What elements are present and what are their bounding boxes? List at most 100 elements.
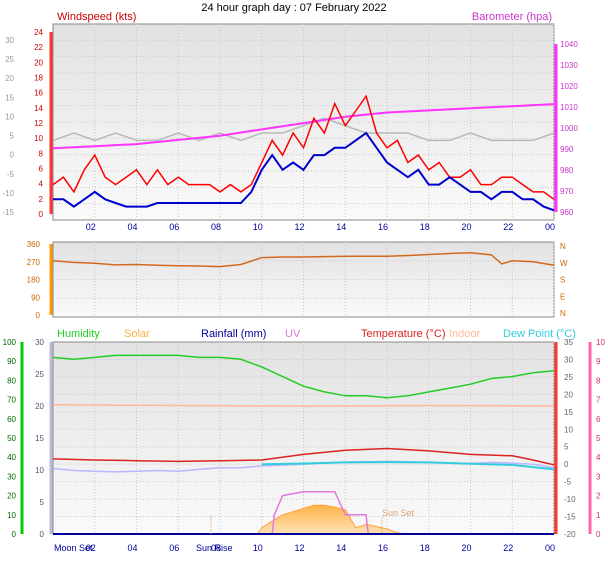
series-line-uv bbox=[53, 491, 554, 535]
x-tick-label: 04 bbox=[127, 543, 137, 553]
uv-axis-tick-label: 10 bbox=[596, 338, 605, 347]
temperature-right-axis-tick-label: 35 bbox=[564, 338, 573, 347]
wind-outer-axis-tick-label: -10 bbox=[2, 189, 14, 198]
wind-x-axis: 02 04 06 08 10 12 14 16 18 20 22 00 bbox=[86, 222, 555, 232]
wind-left-axis-tick-label: 6 bbox=[39, 165, 44, 174]
series-line-temperature bbox=[52, 447, 555, 466]
uv-axis-tick-label: 5 bbox=[596, 434, 601, 443]
temperature-left-axis-tick-label: 20 bbox=[35, 402, 44, 411]
direction-left-axis-tick-label: 270 bbox=[27, 258, 41, 267]
wind-grid bbox=[53, 24, 555, 220]
x-tick-label: 14 bbox=[336, 222, 346, 232]
x-tick-label: 22 bbox=[503, 543, 513, 553]
x-tick-label: 08 bbox=[211, 543, 221, 553]
direction-left-axis-tick-label: 360 bbox=[27, 240, 41, 249]
legend-entry: Temperature (°C) bbox=[361, 328, 445, 340]
wind-left-axis-tick-label: 20 bbox=[34, 58, 43, 67]
temperature-right-axis-tick-label: -10 bbox=[564, 495, 576, 504]
legend-entry: Indoor bbox=[449, 328, 481, 340]
wind-left-axis-tick-label: 24 bbox=[34, 28, 43, 37]
temperature-right-axis: 35 30 25 20 15 10 5 0 -5 -10 -15 -20 bbox=[554, 338, 576, 539]
x-tick-label: 06 bbox=[169, 543, 179, 553]
uv-axis-tick-label: 7 bbox=[596, 396, 601, 405]
temperature-left-axis-tick-label: 5 bbox=[40, 498, 45, 507]
wind-outer-axis-tick-label: 5 bbox=[10, 132, 15, 141]
x-tick-label: 12 bbox=[294, 222, 304, 232]
direction-right-axis-tick-label: S bbox=[560, 276, 565, 285]
wind-right-axis: 1040 1030 1020 1010 1000 990 980 970 960 bbox=[554, 40, 578, 217]
wind-outer-axis: 30 25 20 15 10 5 0 -5 -10 -15 bbox=[2, 36, 14, 217]
x-tick-label: 16 bbox=[378, 543, 388, 553]
series-line-indoor bbox=[52, 404, 555, 407]
direction-left-axis-tick-label: 180 bbox=[27, 276, 41, 285]
temperature-legend: Humidity Solar Rainfall (mm) UV Temperature … bbox=[57, 328, 576, 340]
wind-outer-axis-tick-label: -15 bbox=[2, 208, 14, 217]
direction-right-axis-tick-label: N bbox=[560, 242, 566, 251]
temperature-panel: Humidity Solar Rainfall (mm) UV Temperature … bbox=[3, 328, 606, 553]
temperature-left-axis-tick-label: 15 bbox=[35, 434, 44, 443]
temperature-right-axis-tick-label: 10 bbox=[564, 425, 573, 434]
humidity-axis-tick-label: 0 bbox=[12, 530, 17, 539]
temperature-right-axis-tick-label: 30 bbox=[564, 355, 573, 364]
x-tick-label: 20 bbox=[461, 543, 471, 553]
uv-axis-tick-label: 3 bbox=[596, 472, 601, 481]
humidity-axis-tick-label: 100 bbox=[3, 338, 17, 347]
x-tick-label: 06 bbox=[169, 222, 179, 232]
wind-outer-axis-tick-label: 10 bbox=[5, 112, 14, 121]
wind-outer-axis-tick-label: 30 bbox=[5, 36, 14, 45]
wind-left-axis-tick-label: 10 bbox=[34, 134, 43, 143]
wind-right-axis-tick-label: 960 bbox=[560, 208, 574, 217]
series-line-dewpoint bbox=[261, 461, 555, 471]
humidity-axis-tick-label: 10 bbox=[7, 511, 16, 520]
humidity-axis-tick-label: 80 bbox=[7, 376, 16, 385]
wind-right-axis-tick-label: 1040 bbox=[560, 40, 578, 49]
wind-right-axis-tick-label: 1010 bbox=[560, 103, 578, 112]
x-tick-label: 00 bbox=[545, 222, 555, 232]
humidity-axis-tick-label: 40 bbox=[7, 453, 16, 462]
wind-left-axis-tick-label: 14 bbox=[34, 104, 43, 113]
wind-series bbox=[52, 94, 555, 212]
wind-outer-axis-tick-label: 25 bbox=[5, 55, 14, 64]
temperature-right-axis-tick-label: -15 bbox=[564, 513, 576, 522]
x-tick-label: 22 bbox=[503, 222, 513, 232]
temperature-right-axis-tick-label: 15 bbox=[564, 408, 573, 417]
temperature-series bbox=[52, 354, 555, 535]
uv-axis-tick-label: 2 bbox=[596, 492, 601, 501]
humidity-axis-tick-label: 70 bbox=[7, 396, 16, 405]
wind-outer-axis-tick-label: -5 bbox=[7, 170, 15, 179]
x-tick-label: 00 bbox=[545, 543, 555, 553]
temperature-right-axis-tick-label: 5 bbox=[564, 443, 569, 452]
temperature-left-axis-tick-label: 0 bbox=[40, 530, 45, 539]
direction-left-axis-tick-label: 0 bbox=[36, 311, 41, 320]
x-tick-label: 20 bbox=[461, 222, 471, 232]
wind-left-axis-tick-label: 12 bbox=[34, 119, 43, 128]
temperature-grid bbox=[53, 342, 555, 534]
x-tick-label: 18 bbox=[420, 222, 430, 232]
wind-right-axis-tick-label: 1030 bbox=[560, 61, 578, 70]
x-tick-label: 18 bbox=[420, 543, 430, 553]
series-line-barometer bbox=[52, 103, 555, 150]
wind-left-axis-tick-label: 22 bbox=[34, 43, 43, 52]
uv-axis-tick-label: 0 bbox=[596, 530, 601, 539]
temperature-right-axis-tick-label: 25 bbox=[564, 373, 573, 382]
wind-outer-axis-tick-label: 15 bbox=[5, 93, 14, 102]
uv-axis-tick-label: 4 bbox=[596, 453, 601, 462]
series-line-pressure-grey bbox=[52, 117, 555, 142]
chart-title: 24 hour graph day : 07 February 2022 bbox=[201, 2, 386, 14]
legend-entry: Rainfall (mm) bbox=[201, 328, 266, 340]
x-tick-label: 02 bbox=[86, 543, 96, 553]
series-line-dewpoint-light bbox=[52, 460, 555, 473]
uv-axis-tick-label: 6 bbox=[596, 415, 601, 424]
temperature-right-axis-tick-label: 20 bbox=[564, 390, 573, 399]
humidity-axis-tick-label: 30 bbox=[7, 472, 16, 481]
wind-right-axis-tick-label: 1000 bbox=[560, 124, 578, 133]
temperature-right-axis-tick-label: 0 bbox=[564, 460, 569, 469]
temperature-right-axis-tick-label: -20 bbox=[564, 530, 576, 539]
wind-left-axis-tick-label: 18 bbox=[34, 74, 43, 83]
moon-set-label: Moon Set bbox=[54, 543, 93, 553]
